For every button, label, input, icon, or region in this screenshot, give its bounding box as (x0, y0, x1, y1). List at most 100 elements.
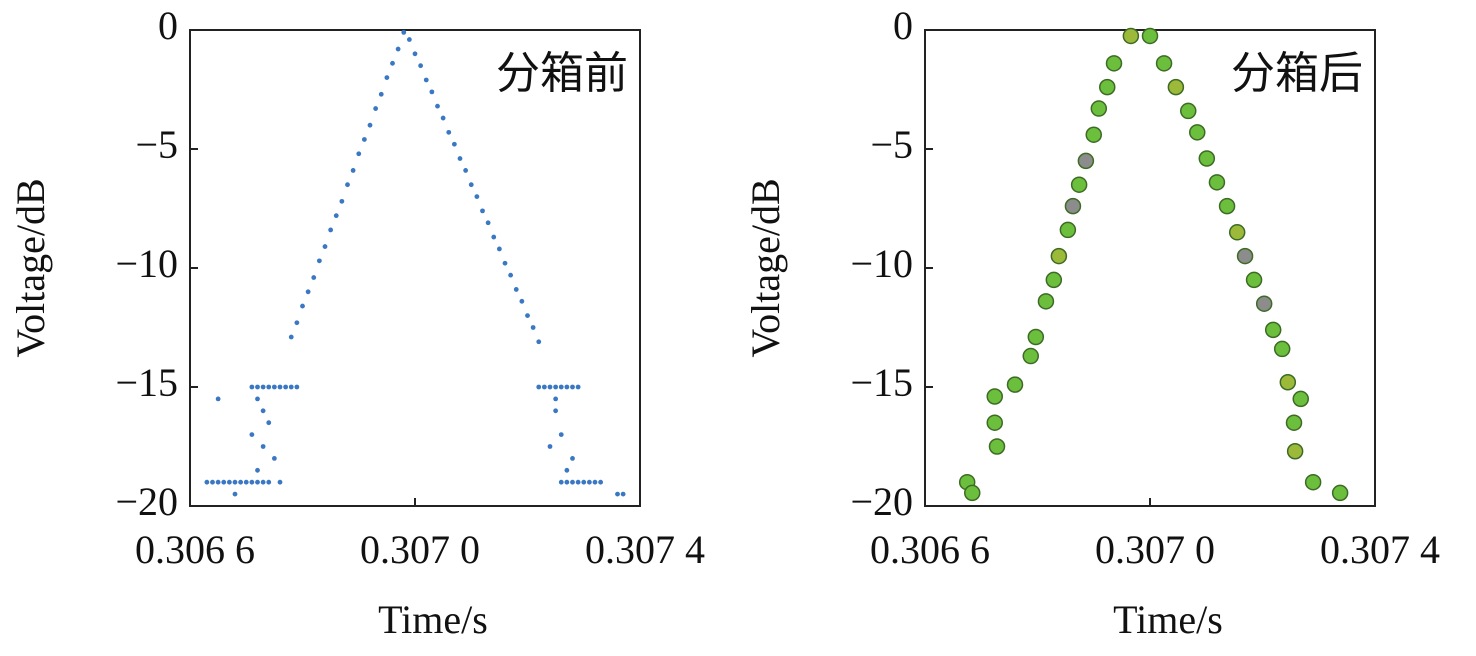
data-point (1208, 174, 1226, 191)
data-point (316, 258, 322, 264)
y-axis-label: Voltage/dB (8, 178, 53, 357)
data-point (271, 456, 277, 461)
data-point (260, 444, 266, 449)
data-point (429, 89, 435, 95)
data-point (311, 275, 317, 280)
data-point (1045, 271, 1063, 289)
data-point (485, 220, 491, 226)
y-tick-label: −5 (870, 122, 913, 167)
data-point (558, 479, 564, 485)
data-point (232, 479, 238, 485)
data-point (418, 63, 424, 69)
data-point (361, 137, 367, 142)
x-axis-label: Time/s (378, 597, 488, 642)
data-point (1255, 295, 1273, 312)
data-point (491, 234, 497, 240)
data-point (350, 168, 356, 173)
data-point (232, 491, 238, 497)
data-point (525, 313, 530, 318)
data-point (553, 408, 559, 414)
data-point (474, 194, 480, 200)
data-point (406, 37, 412, 42)
data-point (294, 384, 300, 390)
data-point (384, 75, 390, 80)
data-point (356, 151, 362, 157)
data-point (1059, 221, 1077, 239)
plot-frame (924, 29, 1376, 507)
data-point (395, 46, 401, 52)
data-point (373, 106, 379, 111)
data-point (215, 479, 221, 485)
data-point (1292, 390, 1309, 408)
data-point (260, 479, 266, 485)
x-tick-label: 0.307 0 (1095, 527, 1215, 572)
data-point (255, 384, 260, 390)
x-tick-label: 0.307 4 (1320, 527, 1440, 572)
data-point (378, 91, 384, 97)
x-tick-label: 0.306 6 (135, 527, 255, 572)
data-point (547, 444, 553, 449)
data-point (271, 384, 277, 390)
data-point (221, 479, 227, 485)
data-point (435, 103, 440, 109)
data-point (412, 51, 418, 57)
data-point (204, 479, 210, 485)
data-point (288, 384, 294, 390)
data-point (300, 303, 305, 309)
data-point (480, 208, 485, 214)
data-point (226, 479, 232, 485)
data-point (457, 156, 463, 161)
data-point (249, 479, 255, 485)
data-point (1304, 473, 1322, 491)
data-point (333, 213, 339, 219)
data-point (1228, 224, 1246, 241)
data-point (536, 339, 542, 345)
y-axis-label: Voltage/dB (743, 178, 788, 357)
data-point (255, 396, 260, 402)
data-point (1141, 27, 1159, 45)
data-point (249, 432, 255, 437)
y-tick-label: −15 (115, 360, 178, 405)
data-point (345, 182, 350, 188)
data-point (367, 122, 373, 128)
data-point (260, 408, 266, 414)
data-point (615, 491, 620, 497)
data-point (277, 384, 283, 390)
y-tick-label: −10 (850, 241, 913, 286)
data-point (570, 384, 575, 390)
data-point (570, 456, 575, 461)
x-axis-label: Time/s (1113, 597, 1223, 642)
data-point (1050, 247, 1068, 265)
data-point (553, 384, 559, 390)
data-point (1286, 443, 1304, 460)
data-point (305, 289, 311, 295)
data-point (592, 479, 598, 485)
data-point (390, 60, 395, 66)
data-point (1180, 102, 1197, 120)
data-point (986, 388, 1003, 405)
data-point (266, 420, 272, 426)
data-point (558, 432, 564, 437)
x-tick-label: 0.307 0 (360, 527, 480, 572)
data-point (547, 384, 553, 390)
data-point (541, 384, 547, 390)
data-point (530, 325, 536, 330)
data-point (210, 479, 215, 485)
data-point (243, 479, 249, 485)
data-point (440, 115, 446, 121)
y-tick-label: −15 (850, 360, 913, 405)
data-point (519, 298, 525, 304)
plot-frame (189, 29, 641, 507)
data-point (513, 287, 519, 292)
data-point (401, 29, 407, 35)
y-tick-label: −5 (135, 122, 178, 167)
data-point (575, 479, 581, 485)
data-point (575, 384, 581, 390)
data-point (255, 479, 260, 485)
data-point (249, 384, 255, 390)
y-tick-label: 0 (158, 3, 178, 48)
data-point (570, 479, 575, 485)
data-point (1279, 373, 1297, 391)
data-point (1189, 124, 1206, 141)
